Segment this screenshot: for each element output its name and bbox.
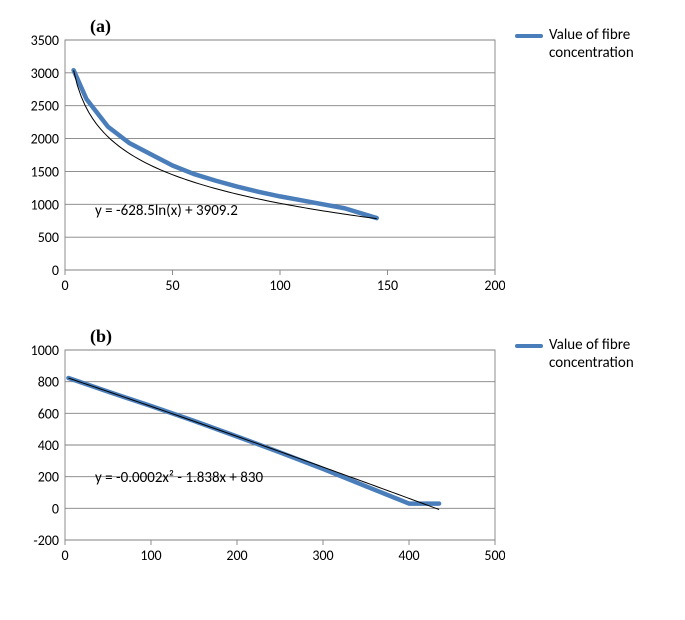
x-tick-label: 400 [398,547,419,564]
equation-text: y = -0.0002x² - 1.838x + 830 [95,469,263,487]
chart-panel-a: (a)0500100015002000250030003500050100150… [10,20,675,300]
x-tick-label: 50 [165,277,179,294]
legend-swatch [515,34,543,38]
y-tick-label: 2500 [31,98,59,115]
legend-swatch [515,344,543,348]
x-tick-label: 0 [61,277,68,294]
y-tick-label: 1000 [31,342,59,359]
legend-label: Value of fibre concentration [549,26,675,62]
x-tick-label: 0 [61,547,68,564]
y-tick-label: 200 [38,469,59,486]
x-tick-label: 500 [484,547,505,564]
equation-text: y = -628.5ln(x) + 3909.2 [95,202,238,220]
y-tick-label: 500 [38,229,59,246]
y-tick-label: -200 [33,532,59,549]
x-tick-label: 100 [140,547,161,564]
y-tick-label: 3000 [31,65,59,82]
y-tick-label: 400 [38,437,59,454]
trendline [74,70,377,218]
x-tick-label: 200 [226,547,247,564]
legend-item: Value of fibre concentration [515,336,675,372]
legend-item: Value of fibre concentration [515,26,675,62]
y-tick-label: 2000 [31,131,59,148]
y-tick-label: 600 [38,405,59,422]
y-tick-label: 3500 [31,32,59,49]
y-tick-label: 800 [38,374,59,391]
legend-label: Value of fibre concentration [549,336,675,372]
y-tick-label: 1500 [31,163,59,180]
y-tick-label: 0 [52,262,59,279]
chart-area: (b)-200020040060080010000100200300400500… [10,330,515,570]
x-tick-label: 200 [484,277,505,294]
chart-svg: -200020040060080010000100200300400500y =… [10,330,505,565]
legend: Value of fibre concentration [515,330,675,372]
x-tick-label: 150 [377,277,398,294]
chart-panel-b: (b)-200020040060080010000100200300400500… [10,330,675,570]
x-tick-label: 100 [269,277,290,294]
y-tick-label: 0 [52,500,59,517]
chart-svg: 0 500 1000 1500 2000 2500 3000 3500 0 50 100 150 200… [10,20,505,295]
panel-label: (b) [90,326,112,347]
series-line [74,70,377,218]
y-tick-label: 1000 [31,196,59,213]
x-tick-label: 300 [312,547,333,564]
chart-area: (a)0500100015002000250030003500050100150… [10,20,515,300]
legend: Value of fibre concentration [515,20,675,62]
panel-label: (a) [90,16,111,37]
